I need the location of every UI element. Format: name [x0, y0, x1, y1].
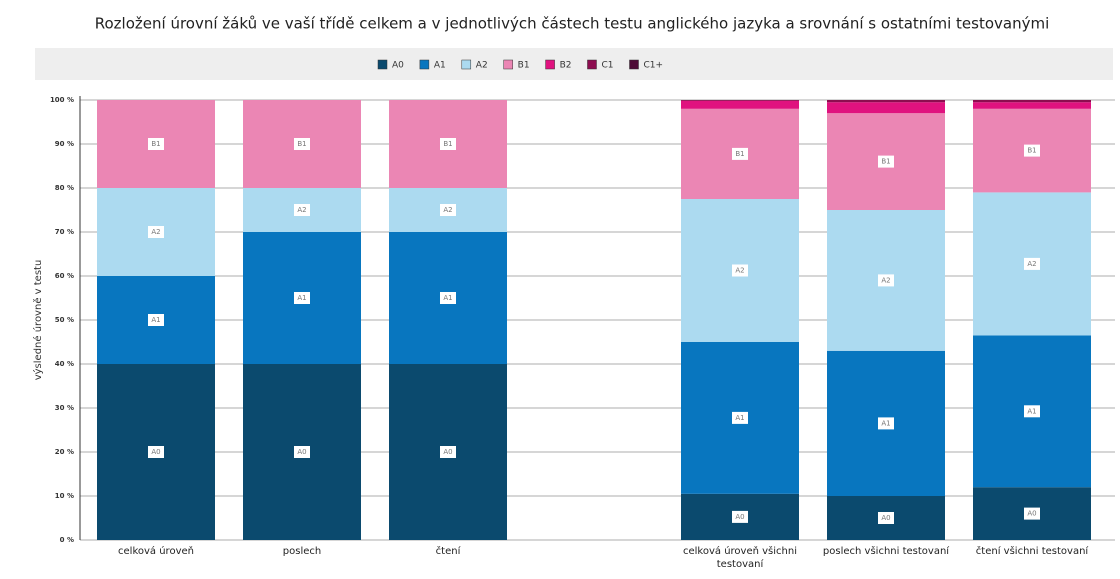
segment-label: B1	[151, 140, 160, 148]
segment-label-bg	[1024, 405, 1040, 418]
segment-label: B1	[881, 158, 890, 166]
legend-label: C1+	[644, 61, 664, 71]
y-tick-label: 40 %	[55, 360, 74, 368]
segment-label-bg	[732, 510, 748, 523]
segment-label-bg	[732, 147, 748, 160]
segment-label: A2	[881, 276, 890, 284]
x-tick-label: celková úroveň	[118, 546, 194, 557]
segment-label-bg	[878, 512, 894, 524]
segment-label: A1	[735, 414, 744, 422]
y-tick-label: 20 %	[55, 448, 74, 456]
x-tick-label: poslech	[282, 546, 322, 557]
segment-label-bg	[294, 138, 310, 150]
segment-label-bg	[1024, 144, 1040, 157]
legend-swatch	[461, 59, 472, 70]
y-tick-label: 50 %	[55, 316, 74, 324]
segment-label: B1	[297, 140, 306, 148]
legend-label: A1	[434, 61, 446, 71]
x-tick-label: poslech všichni testovaní	[822, 546, 950, 557]
segment-label: A0	[1027, 510, 1036, 518]
bar-segment	[827, 102, 945, 114]
segment-label-bg	[878, 155, 894, 168]
segment-label-bg	[440, 204, 456, 216]
segment-label: A0	[443, 448, 452, 456]
y-tick-label: 100 %	[50, 96, 74, 104]
segment-label: A2	[443, 206, 452, 214]
legend-label: A2	[476, 61, 488, 71]
bar-segment	[973, 100, 1091, 103]
y-tick-label: 70 %	[55, 228, 74, 236]
segment-label: A1	[1027, 407, 1036, 415]
legend-box	[35, 48, 1113, 80]
segment-label: A0	[735, 513, 744, 521]
segment-label-bg	[878, 274, 894, 287]
segment-label-bg	[294, 446, 310, 458]
x-tick-label: čtení všichni testovaní	[975, 546, 1089, 557]
x-tick-label: čtení	[435, 546, 461, 557]
y-tick-label: 0 %	[60, 536, 74, 544]
y-axis-label: výsledné úrovně v testu	[32, 260, 44, 381]
x-tick-label: celková úroveň všichni testovaní	[683, 546, 797, 570]
segment-label-bg	[148, 446, 164, 458]
y-tick-label: 60 %	[55, 272, 74, 280]
bar-segment	[681, 100, 799, 109]
segment-label: A1	[297, 294, 306, 302]
legend-swatch	[377, 59, 388, 70]
segment-label: A1	[151, 316, 160, 324]
segment-label: A0	[297, 448, 306, 456]
segment-label-bg	[148, 314, 164, 326]
bar-segment	[827, 100, 945, 103]
segment-label-bg	[294, 292, 310, 304]
legend-swatch	[419, 59, 430, 70]
chart-title: Rozložení úrovní žáků ve vaší třídě celk…	[95, 15, 1050, 33]
legend-label: B2	[560, 61, 572, 71]
segment-label: A1	[443, 294, 452, 302]
y-tick-label: 30 %	[55, 404, 74, 412]
segment-label: A2	[297, 206, 306, 214]
segment-label: A2	[1027, 260, 1036, 268]
segment-label-bg	[1024, 257, 1040, 270]
segment-label-bg	[440, 292, 456, 304]
segment-label-bg	[440, 138, 456, 150]
segment-label-bg	[878, 417, 894, 430]
segment-label-bg	[148, 138, 164, 150]
segment-label: B1	[1027, 147, 1036, 155]
y-tick-label: 80 %	[55, 184, 74, 192]
segment-label: A2	[151, 228, 160, 236]
segment-label: A1	[881, 419, 890, 427]
legend-label: B1	[518, 61, 530, 71]
bar-segment	[973, 102, 1091, 109]
legend-swatch	[629, 59, 639, 70]
y-tick-label: 90 %	[55, 140, 74, 148]
bar-segment	[681, 100, 799, 101]
segment-label: A0	[881, 514, 890, 522]
segment-label-bg	[294, 204, 310, 216]
segment-label-bg	[148, 226, 164, 238]
legend-label: A0	[392, 61, 404, 71]
segment-label-bg	[732, 264, 748, 277]
legend-swatch	[545, 59, 555, 70]
legend-swatch	[587, 59, 597, 70]
segment-label-bg	[732, 411, 748, 424]
segment-label: A0	[151, 448, 160, 456]
segment-label: B1	[735, 150, 744, 158]
segment-label: B1	[443, 140, 452, 148]
segment-label-bg	[1024, 507, 1040, 520]
legend-swatch	[503, 59, 513, 70]
legend-label: C1	[601, 61, 613, 71]
segment-label: A2	[735, 267, 744, 275]
y-tick-label: 10 %	[55, 492, 74, 500]
segment-label-bg	[440, 446, 456, 458]
